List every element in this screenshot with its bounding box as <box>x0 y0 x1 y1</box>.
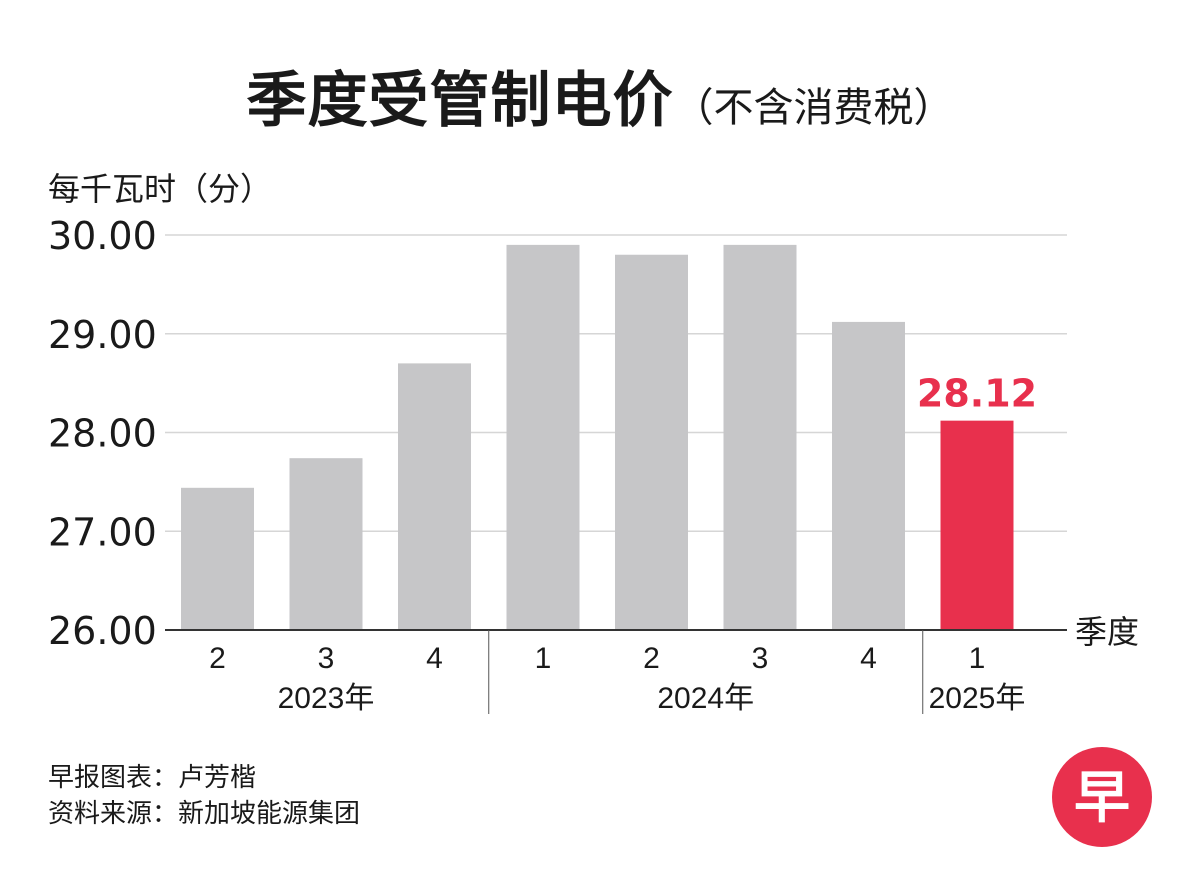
data-label: 28.12 <box>917 372 1037 416</box>
logo-glyph: 早 <box>1074 766 1130 831</box>
logo-circle <box>1052 747 1152 847</box>
bar <box>181 487 254 630</box>
footer: 早报图表：卢芳楷 资料来源：新加坡能源集团 <box>48 760 360 832</box>
x-tick-label: 3 <box>318 642 335 675</box>
x-tick-label: 4 <box>426 642 443 675</box>
title-subtitle: （不含消费税） <box>673 85 954 131</box>
y-tick-label: 26.00 <box>48 609 157 653</box>
title-main: 季度受管制电价 <box>246 66 674 136</box>
x-tick-label: 4 <box>860 642 877 675</box>
bar <box>832 321 905 630</box>
y-tick-label: 27.00 <box>48 510 157 554</box>
bar <box>506 244 580 630</box>
bar <box>723 244 797 630</box>
bar <box>398 363 471 630</box>
y-axis-label: 每千瓦时（分） <box>48 170 272 208</box>
y-tick-label: 29.00 <box>48 313 157 357</box>
data-source: 资料来源：新加坡能源集团 <box>48 799 361 829</box>
x-tick-label: 3 <box>752 642 769 675</box>
year-label: 2023年 <box>278 682 375 715</box>
bar <box>615 254 688 630</box>
bar <box>289 458 363 630</box>
year-label: 2024年 <box>657 682 754 715</box>
x-axis-label: 季度 <box>1075 613 1139 651</box>
bar <box>940 420 1014 630</box>
x-tick-label: 2 <box>643 642 660 675</box>
x-tick-label: 1 <box>969 642 986 675</box>
chart-credit: 早报图表：卢芳楷 <box>48 763 257 793</box>
y-tick-label: 28.00 <box>48 412 157 456</box>
page-title: 季度受管制电价（不含消费税） <box>0 52 1200 139</box>
x-tick-label: 1 <box>535 642 552 675</box>
y-tick-label: 30.00 <box>48 214 157 258</box>
year-label: 2025年 <box>929 682 1026 715</box>
x-tick-label: 2 <box>209 642 226 675</box>
